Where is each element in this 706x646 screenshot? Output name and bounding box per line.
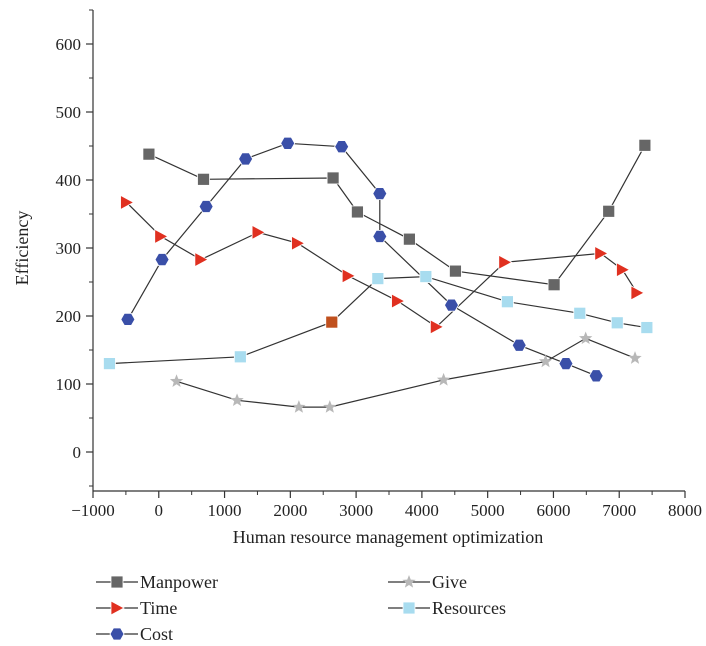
legend-label-resources: Resources xyxy=(432,598,506,618)
point-resources xyxy=(103,357,116,371)
point-give xyxy=(538,354,553,368)
point-manpower xyxy=(402,232,416,246)
y-tick-label: 200 xyxy=(56,307,82,326)
x-tick-label: 8000 xyxy=(668,501,702,520)
legend-marker-resources xyxy=(402,601,416,615)
point-manpower xyxy=(602,204,616,218)
point-resources xyxy=(325,315,339,329)
series-line-give xyxy=(176,337,636,408)
point-give xyxy=(292,400,306,413)
point-cost xyxy=(588,369,604,383)
point-resources xyxy=(371,272,385,286)
series-give xyxy=(169,331,642,413)
point-manpower xyxy=(351,205,364,219)
x-tick-label: 4000 xyxy=(405,501,439,520)
x-tick-label: 1000 xyxy=(208,501,242,520)
x-tick-label: 3000 xyxy=(339,501,373,520)
series-line-manpower xyxy=(148,145,646,286)
point-time xyxy=(498,254,513,270)
point-time xyxy=(616,262,631,278)
point-give xyxy=(169,374,184,387)
point-manpower xyxy=(142,147,156,161)
legend-marker-manpower xyxy=(110,575,124,589)
point-cost xyxy=(511,338,527,352)
point-manpower xyxy=(197,172,210,186)
legend: Manpower Time Cost Give Resources xyxy=(96,572,506,644)
point-time xyxy=(341,268,357,284)
y-tick-label: 100 xyxy=(56,375,82,394)
y-tick-label: 300 xyxy=(56,239,82,258)
point-resources xyxy=(573,306,587,320)
point-manpower xyxy=(638,138,652,152)
y-tick-label: 400 xyxy=(56,171,82,190)
point-resources xyxy=(233,350,247,364)
legend-item-cost: Cost xyxy=(96,624,173,644)
legend-item-manpower: Manpower xyxy=(96,572,218,592)
x-tick-label: 2000 xyxy=(273,501,307,520)
series-cost xyxy=(120,136,604,383)
point-resources xyxy=(500,295,514,309)
series-line-time xyxy=(126,201,638,328)
x-tick-label: 5000 xyxy=(471,501,505,520)
legend-label-cost: Cost xyxy=(140,624,173,644)
point-time xyxy=(429,319,445,335)
point-time xyxy=(194,251,209,268)
point-manpower xyxy=(326,171,340,185)
series-line-cost xyxy=(127,142,597,377)
point-resources xyxy=(610,316,624,330)
y-axis-title: Efficiency xyxy=(12,211,32,286)
point-cost xyxy=(280,136,296,150)
point-cost xyxy=(334,140,350,154)
point-give xyxy=(323,400,337,413)
legend-marker-time xyxy=(110,600,125,616)
legend-marker-cost xyxy=(109,627,125,641)
x-tick-label: 0 xyxy=(155,501,164,520)
point-time xyxy=(594,245,609,262)
series-resources xyxy=(103,270,654,371)
point-manpower xyxy=(449,264,462,278)
legend-label-manpower: Manpower xyxy=(140,572,218,592)
x-axis-title: Human resource management optimization xyxy=(233,527,543,547)
point-resources xyxy=(640,321,654,334)
point-time xyxy=(154,228,169,245)
axes: 0 100 200 300 400 500 600 −1000 0 1000 2000 3000 400… xyxy=(56,9,702,520)
series-line-resources xyxy=(109,275,647,365)
y-tick-label: 500 xyxy=(56,103,82,122)
point-cost xyxy=(444,298,459,312)
y-tick-label: 0 xyxy=(73,443,82,462)
point-time xyxy=(120,194,135,211)
point-time xyxy=(630,285,645,301)
point-cost xyxy=(372,229,388,243)
x-tick-label: 7000 xyxy=(602,501,636,520)
point-cost xyxy=(558,357,574,371)
point-resources xyxy=(419,270,433,283)
series-manpower xyxy=(142,138,652,292)
point-cost xyxy=(154,253,170,267)
point-cost xyxy=(372,187,388,201)
point-manpower xyxy=(547,278,561,292)
y-tick-label: 600 xyxy=(56,35,82,54)
point-give xyxy=(230,393,244,406)
legend-item-time: Time xyxy=(96,598,177,618)
legend-item-give: Give xyxy=(388,572,467,592)
point-time xyxy=(291,235,306,251)
legend-label-give: Give xyxy=(432,572,467,592)
series-layer xyxy=(103,136,654,413)
legend-marker-give xyxy=(402,575,416,588)
point-give xyxy=(579,331,593,345)
point-time xyxy=(251,224,266,241)
point-cost xyxy=(238,152,254,166)
x-tick-label: −1000 xyxy=(71,501,115,520)
point-cost xyxy=(120,312,136,326)
point-give xyxy=(628,351,642,364)
point-give xyxy=(436,372,451,386)
point-time xyxy=(391,293,406,309)
legend-item-resources: Resources xyxy=(388,598,506,618)
legend-label-time: Time xyxy=(140,598,177,618)
x-tick-label: 6000 xyxy=(536,501,570,520)
point-cost xyxy=(198,200,214,213)
series-time xyxy=(120,194,645,335)
